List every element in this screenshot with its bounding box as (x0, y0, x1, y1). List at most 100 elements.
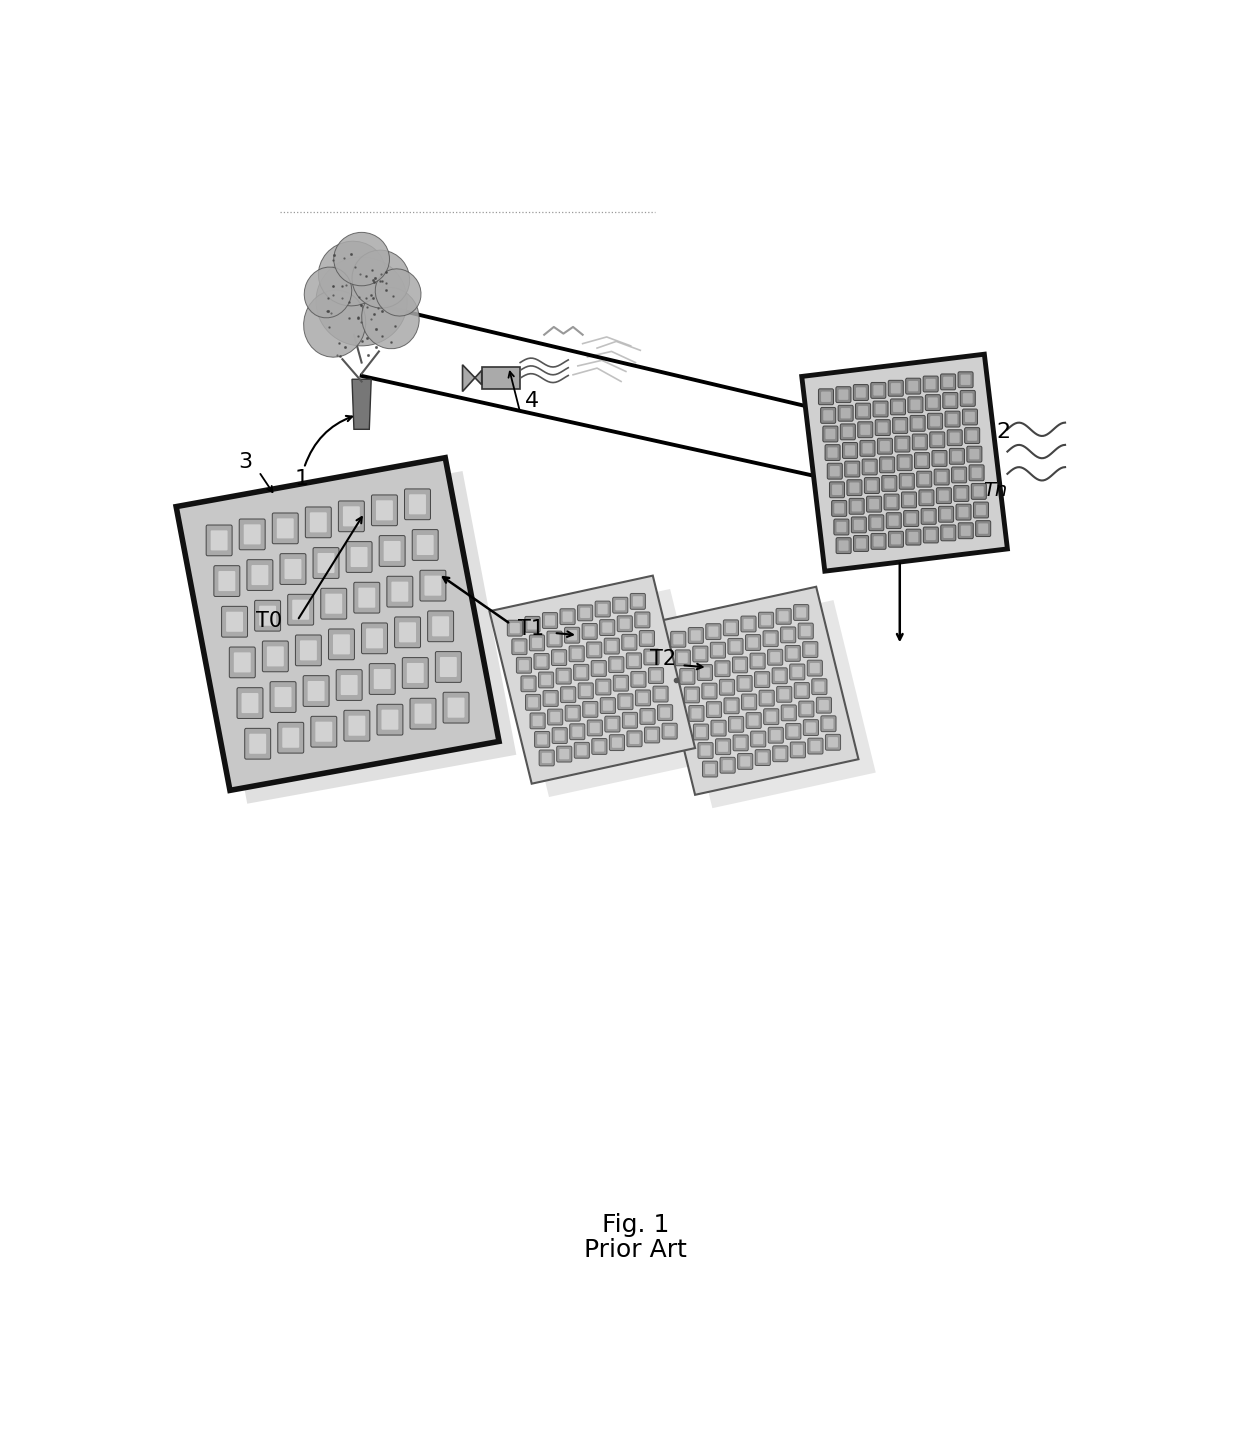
FancyBboxPatch shape (718, 663, 728, 673)
FancyBboxPatch shape (662, 724, 677, 738)
FancyBboxPatch shape (618, 616, 632, 631)
FancyBboxPatch shape (745, 634, 760, 650)
FancyBboxPatch shape (598, 604, 608, 614)
FancyBboxPatch shape (884, 478, 894, 488)
FancyBboxPatch shape (556, 668, 572, 683)
FancyBboxPatch shape (603, 623, 613, 633)
FancyBboxPatch shape (821, 715, 836, 731)
FancyBboxPatch shape (961, 526, 971, 536)
FancyBboxPatch shape (961, 374, 971, 384)
FancyBboxPatch shape (569, 724, 585, 740)
FancyBboxPatch shape (941, 525, 956, 540)
FancyBboxPatch shape (878, 438, 893, 454)
FancyBboxPatch shape (833, 519, 849, 535)
FancyBboxPatch shape (701, 746, 711, 756)
FancyBboxPatch shape (818, 389, 833, 405)
FancyBboxPatch shape (226, 611, 243, 631)
FancyBboxPatch shape (968, 465, 985, 481)
FancyBboxPatch shape (852, 501, 862, 512)
FancyBboxPatch shape (414, 704, 432, 724)
Polygon shape (193, 471, 516, 803)
FancyBboxPatch shape (410, 698, 436, 730)
FancyBboxPatch shape (704, 686, 714, 696)
Text: 2: 2 (996, 422, 1011, 442)
FancyBboxPatch shape (537, 656, 547, 666)
FancyBboxPatch shape (810, 663, 820, 673)
FancyBboxPatch shape (660, 708, 670, 718)
FancyBboxPatch shape (392, 582, 408, 601)
FancyBboxPatch shape (887, 513, 901, 529)
FancyBboxPatch shape (930, 432, 945, 448)
FancyBboxPatch shape (796, 607, 806, 617)
FancyBboxPatch shape (631, 672, 646, 688)
FancyBboxPatch shape (534, 653, 549, 669)
FancyBboxPatch shape (603, 701, 613, 711)
FancyBboxPatch shape (653, 686, 668, 702)
FancyBboxPatch shape (557, 746, 572, 762)
FancyBboxPatch shape (750, 731, 766, 747)
FancyBboxPatch shape (671, 631, 686, 647)
FancyBboxPatch shape (950, 448, 965, 464)
FancyBboxPatch shape (888, 532, 904, 548)
FancyBboxPatch shape (211, 530, 228, 551)
FancyBboxPatch shape (879, 457, 895, 473)
FancyBboxPatch shape (893, 418, 908, 434)
FancyBboxPatch shape (627, 731, 642, 747)
Polygon shape (481, 367, 521, 389)
FancyBboxPatch shape (563, 611, 573, 621)
FancyBboxPatch shape (890, 383, 900, 393)
FancyBboxPatch shape (733, 736, 748, 751)
FancyBboxPatch shape (528, 696, 538, 708)
FancyBboxPatch shape (334, 634, 350, 655)
Polygon shape (352, 379, 371, 429)
FancyBboxPatch shape (525, 617, 539, 633)
FancyBboxPatch shape (417, 535, 434, 555)
FancyBboxPatch shape (551, 712, 560, 722)
FancyBboxPatch shape (512, 639, 527, 655)
FancyBboxPatch shape (585, 704, 595, 715)
Ellipse shape (316, 257, 407, 345)
FancyBboxPatch shape (784, 708, 794, 718)
FancyBboxPatch shape (267, 646, 284, 666)
FancyBboxPatch shape (620, 696, 630, 707)
FancyBboxPatch shape (945, 412, 960, 428)
FancyBboxPatch shape (761, 616, 771, 626)
FancyBboxPatch shape (875, 403, 885, 415)
FancyBboxPatch shape (341, 675, 357, 695)
FancyBboxPatch shape (775, 670, 785, 681)
FancyBboxPatch shape (613, 737, 622, 749)
FancyBboxPatch shape (936, 473, 946, 483)
FancyBboxPatch shape (970, 449, 980, 460)
FancyBboxPatch shape (773, 746, 787, 762)
FancyBboxPatch shape (973, 501, 988, 517)
FancyBboxPatch shape (753, 656, 763, 666)
FancyBboxPatch shape (693, 724, 708, 740)
FancyBboxPatch shape (759, 613, 774, 629)
FancyBboxPatch shape (918, 455, 928, 465)
FancyBboxPatch shape (687, 689, 697, 699)
FancyBboxPatch shape (574, 665, 589, 681)
FancyBboxPatch shape (872, 517, 882, 527)
FancyBboxPatch shape (538, 672, 553, 688)
FancyBboxPatch shape (827, 464, 842, 480)
FancyBboxPatch shape (707, 702, 722, 718)
FancyBboxPatch shape (308, 681, 325, 701)
FancyBboxPatch shape (620, 618, 630, 629)
FancyBboxPatch shape (830, 481, 844, 497)
Polygon shape (490, 575, 696, 783)
Text: 4: 4 (525, 392, 539, 410)
FancyBboxPatch shape (706, 624, 720, 640)
Ellipse shape (319, 241, 386, 306)
Text: T0: T0 (255, 611, 281, 631)
FancyBboxPatch shape (947, 413, 957, 425)
FancyBboxPatch shape (941, 509, 951, 519)
FancyBboxPatch shape (720, 757, 735, 773)
FancyBboxPatch shape (942, 393, 957, 409)
FancyBboxPatch shape (945, 396, 955, 406)
FancyBboxPatch shape (533, 715, 543, 725)
FancyBboxPatch shape (321, 588, 347, 618)
FancyBboxPatch shape (947, 429, 962, 445)
FancyBboxPatch shape (828, 737, 838, 747)
FancyBboxPatch shape (869, 499, 879, 509)
FancyBboxPatch shape (847, 480, 862, 496)
